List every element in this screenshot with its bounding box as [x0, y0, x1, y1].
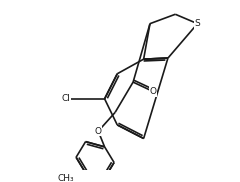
Text: S: S [195, 19, 200, 28]
Text: O: O [150, 87, 157, 96]
Text: CH₃: CH₃ [57, 174, 74, 182]
Text: Cl: Cl [61, 94, 70, 103]
Text: O: O [95, 127, 102, 136]
